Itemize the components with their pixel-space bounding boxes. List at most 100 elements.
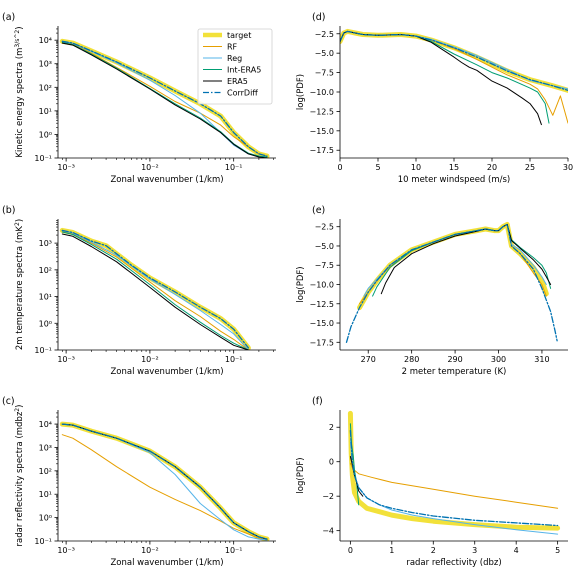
x-tick-label: 4 (514, 546, 519, 555)
legend-entry: Int-ERA5 (227, 66, 261, 75)
series-line-rf (61, 230, 249, 350)
y-tick-label: −17.5 (309, 338, 334, 347)
x-tick-label: 5 (555, 546, 560, 555)
legend-box (197, 28, 273, 105)
y-tick-label: −17.5 (309, 146, 334, 155)
y-axis-label: log(PDF) (296, 457, 306, 493)
series-line-era5 (61, 233, 249, 350)
y-tick-label: 10³ (39, 239, 52, 248)
y-axis-label: log(PDF) (296, 74, 306, 110)
y-tick-label: −5.0 (315, 49, 334, 58)
x-tick-label: 2 (431, 546, 436, 555)
series-line-int (349, 423, 360, 506)
panel-label: (d) (312, 12, 325, 23)
x-tick-label: 0 (337, 163, 342, 172)
series-line-target (347, 410, 561, 531)
series-line-corr (340, 30, 568, 92)
series-group (59, 38, 270, 158)
x-tick-label: 20 (487, 163, 497, 172)
y-tick-label: −10.0 (309, 281, 334, 290)
series-line-reg (61, 230, 249, 350)
panel-f: 0 1 2 3 4 5 −4 −2 0 2 radar reflectivity (dbz) log(… (296, 396, 568, 568)
x-tick-label: 10⁻³ (57, 355, 75, 364)
y-tick-label: 0 (329, 458, 334, 467)
x-tick-label: 270 (361, 355, 376, 364)
series-line-int (61, 42, 268, 158)
y-tick-label: 10⁻¹ (34, 154, 52, 163)
y-tick-label: 10² (39, 467, 52, 476)
x-tick-label: 3 (472, 546, 477, 555)
x-axis-label: radar reflectivity (dbz) (406, 558, 501, 568)
y-tick-label: 10¹ (39, 107, 52, 116)
x-axis-label: 2 meter temperature (K) (402, 367, 507, 377)
x-tick-label: 10⁻¹ (225, 546, 243, 555)
y-tick-label: 10³ (39, 60, 52, 69)
y-tick-label: 10⁻¹ (34, 537, 52, 546)
x-tick-label: 30 (563, 163, 573, 172)
y-tick-label: −7.5 (315, 69, 334, 78)
y-tick-label: −15.0 (309, 319, 334, 328)
legend: target RF Reg Int-ERA5 ERA5 CorrDiff (197, 28, 273, 105)
series-line-rf (61, 434, 268, 541)
x-tick-label: 10⁻³ (57, 163, 75, 172)
legend-entry: target (227, 31, 251, 40)
x-axis-label: Zonal wavenumber (1/km) (110, 367, 223, 377)
y-tick-label: 10¹ (39, 490, 52, 499)
x-tick-label: 10⁻² (141, 163, 159, 172)
y-tick-label: 10³ (39, 443, 52, 452)
y-tick-label: −2 (322, 492, 334, 501)
panel-c: 10⁻³ 10⁻² 10⁻¹ 10⁻¹ 10⁰ 10¹ 10² 10³ 10⁴ Zonal wav… (2, 396, 276, 568)
x-tick-label: 10⁻¹ (225, 163, 243, 172)
legend-entry: RF (227, 43, 238, 52)
x-tick-label: 10 (411, 163, 421, 172)
y-axis-label: 2m temperature spectra (mK2) (14, 219, 26, 350)
y-tick-label: 10⁻¹ (34, 346, 52, 355)
panel-a: 10⁻³ 10⁻² 10⁻¹ 10⁻¹ 10⁰ 10¹ 10² 10³ 10⁴ Zonal wav… (2, 12, 276, 185)
y-tick-label: 2 (329, 423, 334, 432)
series-group (59, 227, 251, 350)
panel-label: (e) (312, 205, 325, 216)
y-tick-label: 10⁰ (39, 514, 52, 523)
y-tick-label: −12.5 (309, 107, 334, 116)
x-tick-label: 310 (534, 355, 549, 364)
y-tick-label: 10⁰ (39, 130, 52, 139)
y-tick-label: −7.5 (315, 261, 334, 270)
y-axis-label: radar reflectivity spectra (mdbz2) (14, 405, 26, 547)
series-group (340, 28, 568, 126)
x-tick-label: 5 (375, 163, 380, 172)
series-line-corr (345, 223, 558, 343)
x-tick-label: 290 (447, 355, 462, 364)
legend-entry: ERA5 (227, 77, 248, 86)
y-axis-label: Kinetic energy spectra (m3/s^2) (14, 26, 26, 157)
series-line-corr (61, 229, 250, 349)
panel-e: 270 280 290 300 310 −2.5 −5.0 −7.5 −10.0 −12.5 −15… (296, 205, 568, 377)
series-line-int (61, 231, 249, 350)
x-tick-label: 10⁻² (141, 355, 159, 364)
y-tick-label: 10⁰ (39, 319, 52, 328)
y-tick-label: −2.5 (315, 223, 334, 232)
panel-label: (b) (2, 205, 15, 216)
y-tick-label: 10⁴ (39, 420, 52, 429)
x-tick-label: 15 (449, 163, 459, 172)
legend-entry: CorrDiff (227, 89, 258, 98)
x-axis-label: Zonal wavenumber (1/km) (110, 175, 223, 185)
x-tick-label: 25 (525, 163, 535, 172)
x-tick-label: 1 (389, 546, 394, 555)
legend-entry: Reg (227, 54, 242, 63)
y-tick-label: −5.0 (315, 242, 334, 251)
series-line-rf (349, 462, 559, 509)
x-tick-label: 10⁻² (141, 546, 159, 555)
series-group (59, 421, 270, 541)
x-tick-label: 300 (491, 355, 506, 364)
panel-b: 10⁻³ 10⁻² 10⁻¹ 10⁻¹ 10⁰ 10¹ 10² 10³ Zonal wavenu… (2, 205, 276, 377)
series-group (347, 410, 561, 535)
y-tick-label: −15.0 (309, 127, 334, 136)
y-tick-label: −10.0 (309, 88, 334, 97)
y-tick-label: −12.5 (309, 300, 334, 309)
y-tick-label: 10² (39, 266, 52, 275)
x-tick-label: 280 (404, 355, 419, 364)
x-tick-label: 0 (348, 546, 353, 555)
panel-d: 0 5 10 15 20 25 30 −2.5 −5.0 −7.5 −10.0 −12.5 −15.0 −… (296, 12, 573, 185)
y-tick-label: −4 (322, 527, 334, 536)
